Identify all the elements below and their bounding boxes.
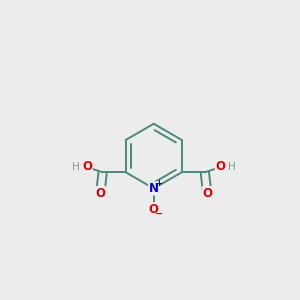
Text: O: O bbox=[202, 187, 212, 200]
Text: −: − bbox=[155, 208, 164, 218]
Text: O: O bbox=[215, 160, 225, 173]
Text: O: O bbox=[149, 203, 159, 216]
Text: H: H bbox=[72, 161, 80, 172]
Text: O: O bbox=[95, 187, 105, 200]
Text: O: O bbox=[82, 160, 92, 173]
Text: H: H bbox=[227, 161, 235, 172]
Text: N: N bbox=[149, 182, 159, 195]
Text: +: + bbox=[155, 179, 162, 188]
